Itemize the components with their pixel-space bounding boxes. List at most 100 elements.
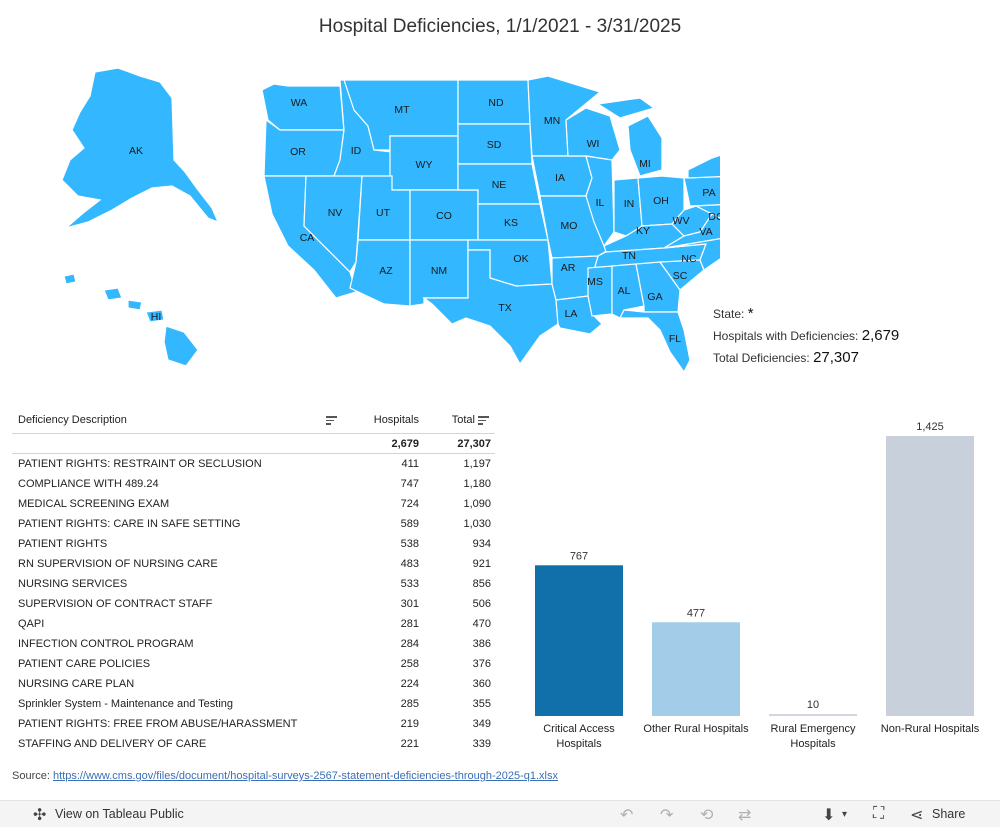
us-map[interactable]: AK HI WA MT ND MN ME VT NH MA RI CT NJ D…: [0, 60, 720, 380]
bar[interactable]: [535, 565, 623, 716]
deficiencies-summary: Total Deficiencies: 27,307: [713, 349, 859, 366]
category-label: Hospitals: [790, 738, 836, 750]
state-md[interactable]: [693, 204, 720, 222]
label-wi: WI: [587, 138, 600, 150]
state-shapes: [61, 67, 720, 374]
state-hi-2[interactable]: [103, 287, 123, 301]
row-hospitals: 589: [400, 518, 419, 530]
row-description: NURSING SERVICES: [18, 578, 128, 590]
state-ms[interactable]: [587, 265, 613, 317]
table-row[interactable]: NURSING CARE PLAN 224 360: [12, 674, 495, 694]
bar[interactable]: [769, 714, 857, 716]
label-tn: TN: [622, 250, 636, 262]
table-row[interactable]: PATIENT CARE POLICIES 258 376: [12, 654, 495, 674]
table-row[interactable]: COMPLIANCE WITH 489.24 747 1,180: [12, 474, 495, 494]
header-total[interactable]: Total: [451, 414, 475, 426]
state-hi-5[interactable]: [163, 325, 199, 367]
table-row[interactable]: Sprinkler System - Maintenance and Testi…: [12, 694, 495, 714]
source-link[interactable]: https://www.cms.gov/files/document/hospi…: [52, 770, 558, 782]
row-total: 349: [472, 718, 491, 730]
label-wy: WY: [416, 159, 433, 171]
undo-icon[interactable]: ↶: [620, 807, 634, 824]
label-la: LA: [565, 308, 578, 320]
row-description: PATIENT RIGHTS: CARE IN SAFE SETTING: [18, 518, 241, 530]
state-nc[interactable]: [663, 238, 720, 271]
header-description[interactable]: Deficiency Description: [18, 414, 127, 426]
table-row[interactable]: MEDICAL SCREENING EXAM 724 1,090: [12, 494, 495, 514]
label-ar: AR: [561, 262, 576, 274]
redo-icon[interactable]: ↷: [660, 807, 674, 824]
revert-icon[interactable]: ⟲: [700, 807, 714, 824]
sort-desc-icon[interactable]: [478, 416, 489, 425]
state-value: *: [747, 305, 754, 322]
state-va[interactable]: [663, 213, 720, 249]
label-al: AL: [618, 285, 631, 297]
state-wi[interactable]: [565, 107, 621, 161]
label-mt: MT: [394, 104, 410, 116]
deficiencies-value: 27,307: [813, 349, 859, 366]
state-nv[interactable]: [303, 175, 363, 273]
table-row[interactable]: PATIENT RIGHTS: RESTRAINT OR SECLUSION 41…: [12, 454, 495, 474]
label-wa: WA: [291, 97, 308, 109]
view-on-tableau-link[interactable]: View on Tableau Public: [55, 807, 184, 821]
table-row[interactable]: PATIENT RIGHTS: FREE FROM ABUSE/HARASSME…: [12, 714, 495, 734]
row-total: 355: [472, 698, 491, 710]
table-row[interactable]: QAPI 281 470: [12, 614, 495, 634]
state-hi-4[interactable]: [145, 309, 165, 323]
label-nd: ND: [488, 97, 504, 109]
state-ak[interactable]: [61, 67, 220, 229]
bar[interactable]: [886, 436, 974, 716]
refresh-icon[interactable]: ⇄: [738, 807, 752, 824]
row-total: 1,030: [463, 518, 491, 530]
label-pa: PA: [702, 187, 715, 199]
chevron-down-icon[interactable]: ▾: [842, 809, 848, 820]
table-row[interactable]: INFECTION CONTROL PROGRAM 284 386: [12, 634, 495, 654]
state-pa[interactable]: [683, 175, 720, 207]
table-row[interactable]: PATIENT RIGHTS: CARE IN SAFE SETTING 589 1…: [12, 514, 495, 534]
share-button[interactable]: Share: [932, 807, 966, 821]
row-total: 360: [472, 678, 491, 690]
category-label: Rural Emergency: [771, 723, 856, 735]
row-total: 470: [472, 618, 491, 630]
label-il: IL: [596, 197, 605, 209]
tableau-logo-icon: ✣: [33, 807, 47, 824]
row-description: PATIENT RIGHTS: [18, 538, 108, 550]
label-va: VA: [699, 226, 712, 238]
hospitals-label: Hospitals with Deficiencies:: [713, 329, 859, 343]
source-note: Source: https://www.cms.gov/files/docume…: [12, 770, 558, 782]
header-hospitals[interactable]: Hospitals: [373, 414, 419, 426]
label-ky: KY: [636, 225, 650, 237]
bar[interactable]: [652, 622, 740, 716]
label-id: ID: [351, 145, 362, 157]
table-row[interactable]: PATIENT RIGHTS 538 934: [12, 534, 495, 554]
row-hospitals: 221: [400, 738, 419, 750]
table-row[interactable]: SUPERVISION OF CONTRACT STAFF 301 506: [12, 594, 495, 614]
label-dc: DC: [708, 211, 720, 223]
state-hi-3[interactable]: [127, 299, 143, 311]
state-ny[interactable]: [687, 148, 720, 190]
deficiencies-label: Total Deficiencies:: [713, 351, 810, 365]
row-description: QAPI: [18, 618, 45, 630]
source-label: Source:: [12, 770, 50, 782]
row-description: RN SUPERVISION OF NURSING CARE: [18, 558, 218, 570]
table-row[interactable]: STAFFING AND DELIVERY OF CARE 221 339: [12, 734, 495, 754]
label-sc: SC: [673, 270, 688, 282]
row-hospitals: 301: [400, 598, 419, 610]
state-tx[interactable]: [422, 249, 559, 366]
share-icon[interactable]: ⋖: [910, 807, 924, 824]
fullscreen-icon[interactable]: ⛶: [873, 805, 885, 822]
row-hospitals: 724: [400, 498, 419, 510]
table-row[interactable]: RN SUPERVISION OF NURSING CARE 483 921: [12, 554, 495, 574]
state-fl[interactable]: [619, 309, 691, 374]
download-icon[interactable]: ⬇: [822, 807, 836, 824]
bar-value-label: 1,425: [916, 421, 944, 433]
table-row[interactable]: NURSING SERVICES 533 856: [12, 574, 495, 594]
table-body: PATIENT RIGHTS: RESTRAINT OR SECLUSION 41…: [12, 454, 495, 754]
sort-icon[interactable]: [326, 416, 337, 425]
state-hi-1[interactable]: [63, 273, 77, 285]
state-il[interactable]: [585, 155, 615, 248]
label-nv: NV: [328, 207, 343, 219]
state-mi[interactable]: [596, 97, 663, 177]
label-ok: OK: [513, 253, 528, 265]
row-hospitals: 483: [400, 558, 419, 570]
